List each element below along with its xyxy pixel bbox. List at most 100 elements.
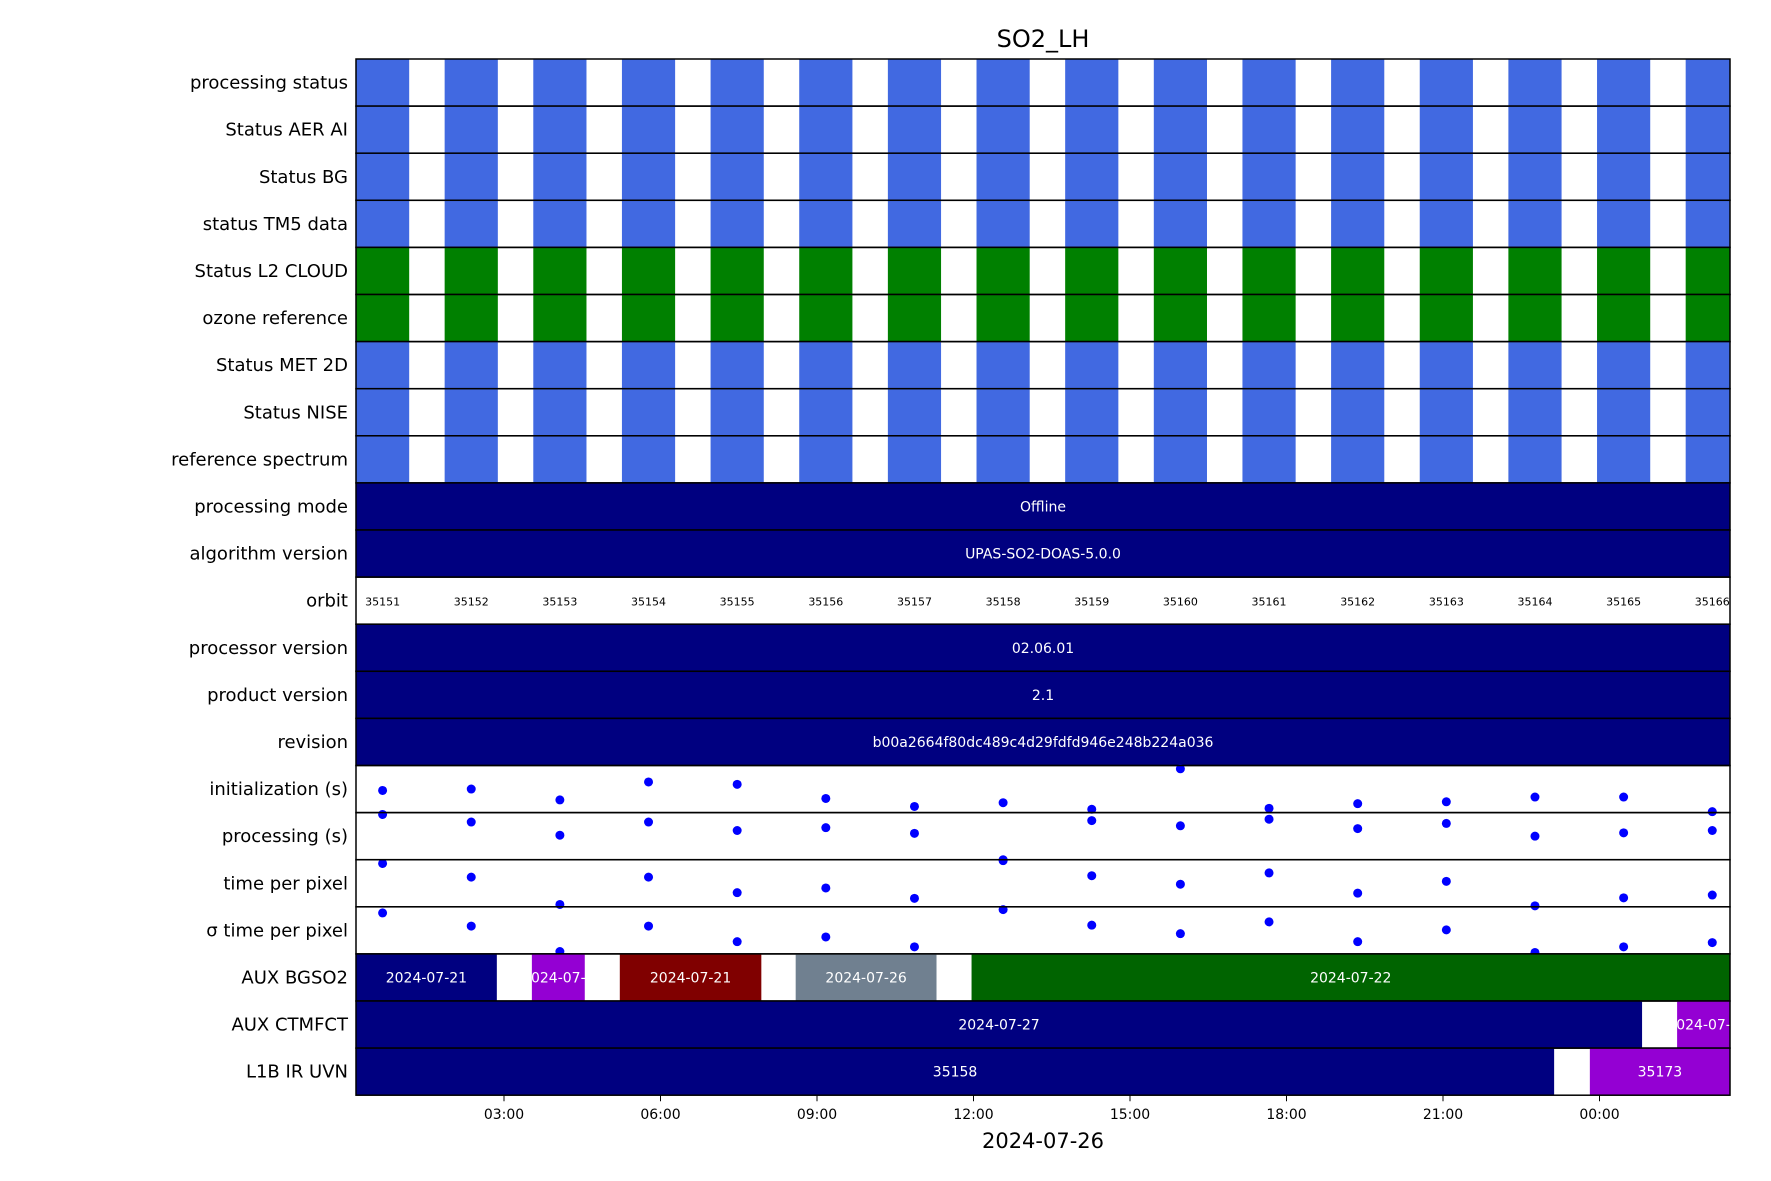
span-segment <box>356 1001 1643 1049</box>
row-label: Status L2 CLOUD <box>195 261 348 282</box>
data-point <box>466 817 476 827</box>
status-block <box>621 435 676 483</box>
status-block <box>1597 294 1651 342</box>
status-block <box>1153 200 1207 248</box>
data-point <box>1619 893 1629 903</box>
status-block <box>1508 59 1562 107</box>
status-block <box>444 59 498 107</box>
data-point <box>1087 920 1097 930</box>
status-block <box>1153 341 1207 389</box>
data-point <box>1707 938 1717 948</box>
data-point <box>555 830 565 840</box>
status-block <box>1153 247 1207 295</box>
orbit-number: 35160 <box>1163 596 1198 609</box>
row-initialization-s: initialization (s) <box>209 764 1731 817</box>
row-orbit: orbit 35151 35152 35153 35154 35155 35156 35157… <box>306 576 1731 625</box>
status-block <box>621 200 676 248</box>
data-point <box>378 785 388 795</box>
status-block <box>1685 341 1730 389</box>
status-block <box>1242 106 1296 154</box>
status-block <box>1153 59 1207 107</box>
status-block <box>444 435 498 483</box>
status-block <box>1419 153 1473 201</box>
data-point <box>998 856 1008 866</box>
orbit-number: 35157 <box>897 596 932 609</box>
row-label: Status AER AI <box>225 120 348 141</box>
status-block <box>621 247 676 295</box>
span-segment <box>356 482 1730 530</box>
row-label: revision <box>277 732 348 753</box>
status-block <box>1685 106 1730 154</box>
row-status-bg: Status BG <box>259 152 1731 202</box>
status-block <box>1419 247 1473 295</box>
status-block <box>1419 59 1473 107</box>
status-block <box>356 435 410 483</box>
row-label: processing status <box>190 73 348 94</box>
status-block <box>887 388 942 436</box>
row-label: time per pixel <box>223 873 348 894</box>
row-frame <box>355 858 1731 908</box>
row-revision: revision b00a2664f80dc489c4d29fdfd946e248… <box>277 717 1731 767</box>
status-block <box>356 106 410 154</box>
data-point <box>821 823 831 833</box>
status-block <box>356 294 410 342</box>
status-block <box>1242 153 1296 201</box>
span-segment-label: UPAS-SO2-DOAS-5.0.0 <box>965 547 1121 563</box>
row-label: reference spectrum <box>171 449 348 470</box>
status-block <box>1242 435 1296 483</box>
status-block <box>1419 388 1473 436</box>
chart-title: SO2_LH <box>997 25 1090 53</box>
span-segment-label: 2024-07-2 <box>522 970 594 986</box>
row-label: Status NISE <box>243 402 348 423</box>
data-point <box>1175 821 1185 831</box>
row-frame <box>355 764 1731 814</box>
row-processing-status: processing status <box>190 58 1731 107</box>
row-status-aer-ai: Status AER AI <box>225 105 1731 154</box>
status-block <box>1685 247 1730 295</box>
data-point <box>1707 825 1717 835</box>
status-block <box>1331 435 1385 483</box>
status-block <box>1419 435 1473 483</box>
status-block <box>1508 153 1562 201</box>
status-block <box>533 435 587 483</box>
status-block <box>1065 435 1119 483</box>
status-block <box>1597 435 1651 483</box>
span-segment-label: Offline <box>1020 499 1066 515</box>
span-segment <box>1589 1048 1730 1096</box>
row-status-tm5-data: status TM5 data <box>203 199 1731 249</box>
status-block <box>621 59 676 107</box>
status-block <box>799 247 853 295</box>
row-label: initialization (s) <box>209 779 348 800</box>
x-axis: 03:00 06:00 09:00 12:00 15:00 18:00 21:00 00:00 <box>484 1095 1620 1123</box>
data-point <box>644 817 654 827</box>
status-block <box>1242 388 1296 436</box>
data-point <box>466 784 476 794</box>
status-block <box>1419 106 1473 154</box>
span-segment-label: 2024-07-21 <box>386 970 467 986</box>
status-block <box>1331 106 1385 154</box>
row-status-nise: Status NISE <box>243 387 1731 437</box>
span-segment-label: 2024-07-22 <box>1310 970 1391 986</box>
row-status-met-2d: Status MET 2D <box>216 340 1731 390</box>
status-block <box>1065 106 1119 154</box>
row-label: AUX CTMFCT <box>231 1015 349 1036</box>
row-product-version: product version 2.1 <box>207 670 1731 720</box>
span-segment-label: 2024-07-21 <box>650 970 731 986</box>
status-block <box>444 294 498 342</box>
data-point <box>909 893 919 903</box>
orbit-number: 35156 <box>808 596 843 609</box>
row-time-per-pixel: σ time per pixel <box>206 905 1731 957</box>
data-point <box>1707 890 1717 900</box>
status-block <box>976 247 1030 295</box>
status-block <box>1597 388 1651 436</box>
status-block <box>1508 294 1562 342</box>
data-point <box>644 777 654 787</box>
status-block <box>976 59 1030 107</box>
status-block <box>1065 294 1119 342</box>
status-block <box>799 106 853 154</box>
status-block <box>533 200 587 248</box>
x-tick-label: 21:00 <box>1423 1107 1463 1123</box>
data-point <box>1087 871 1097 881</box>
status-block <box>1685 153 1730 201</box>
status-block <box>1153 388 1207 436</box>
